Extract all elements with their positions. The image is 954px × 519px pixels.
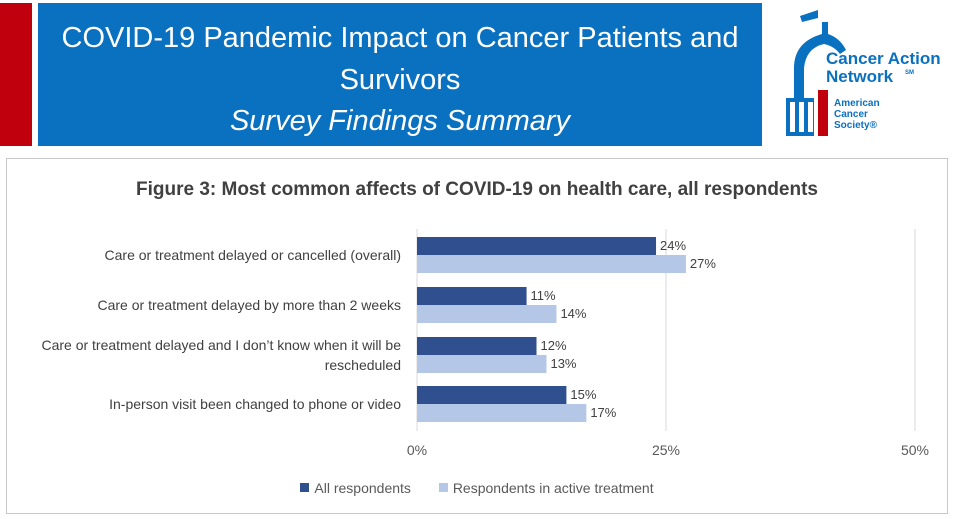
legend-swatch-all (300, 483, 310, 492)
chart-title: Figure 3: Most common affects of COVID-1… (135, 179, 818, 200)
logo-org2: Cancer (834, 109, 868, 120)
data-label: 27% (690, 256, 716, 271)
red-accent-bar (0, 3, 32, 146)
data-label: 14% (560, 306, 586, 321)
data-label: 12% (541, 338, 567, 353)
legend-swatch-active (438, 483, 448, 492)
page-subtitle: Survey Findings Summary (229, 105, 571, 137)
bar-all-respondents (417, 237, 657, 255)
data-label: 15% (570, 387, 596, 402)
data-label: 17% (590, 405, 616, 420)
legend-item-all: All respondents (300, 480, 411, 496)
logo-org3: Society® (834, 120, 878, 131)
logo-sm-mark: SM (905, 70, 914, 76)
bar-all-respondents (417, 386, 567, 404)
bar-chart: 0% 25% 50% Care or treatment delayed or can… (41, 229, 929, 458)
header-banner: COVID-19 Pandemic Impact on Cancer Patie… (38, 3, 762, 146)
data-label: 11% (531, 288, 556, 303)
x-tick-label: 25% (652, 442, 680, 458)
chart-legend: All respondents Respondents in active tr… (7, 479, 947, 496)
data-label: 13% (550, 356, 576, 371)
category-label: In-person visit been changed to phone or… (109, 396, 401, 412)
bar-active-treatment (417, 305, 557, 323)
logo-org1: American (834, 98, 880, 109)
flag-icon (800, 10, 818, 22)
category-label: Care or treatment delayed by more than 2… (98, 297, 402, 313)
category-label: Care or treatment delayed and I don’t kn… (41, 337, 401, 353)
logo-line2: Network (826, 67, 894, 86)
page-title: COVID-19 Pandemic Impact on Cancer Patie… (61, 22, 739, 96)
cancer-action-network-logo: Cancer Action Network SM American Cancer… (786, 10, 941, 136)
category-label: rescheduled (325, 357, 401, 373)
data-label: 24% (660, 238, 686, 253)
x-tick-label: 50% (901, 442, 929, 458)
bar-active-treatment (417, 404, 587, 422)
bar-active-treatment (417, 255, 686, 273)
bar-all-respondents (417, 287, 527, 305)
bar-active-treatment (417, 355, 547, 373)
bar-all-respondents (417, 337, 537, 355)
x-tick-label: 0% (407, 442, 427, 458)
category-label: Care or treatment delayed or cancelled (… (105, 247, 401, 263)
legend-label-all: All respondents (314, 479, 411, 496)
logo-line1: Cancer Action (826, 49, 941, 68)
legend-item-active: Respondents in active treatment (438, 479, 654, 496)
legend-label-active: Respondents in active treatment (452, 479, 654, 496)
chart-panel: Figure 3: Most common affects of COVID-1… (6, 158, 948, 514)
